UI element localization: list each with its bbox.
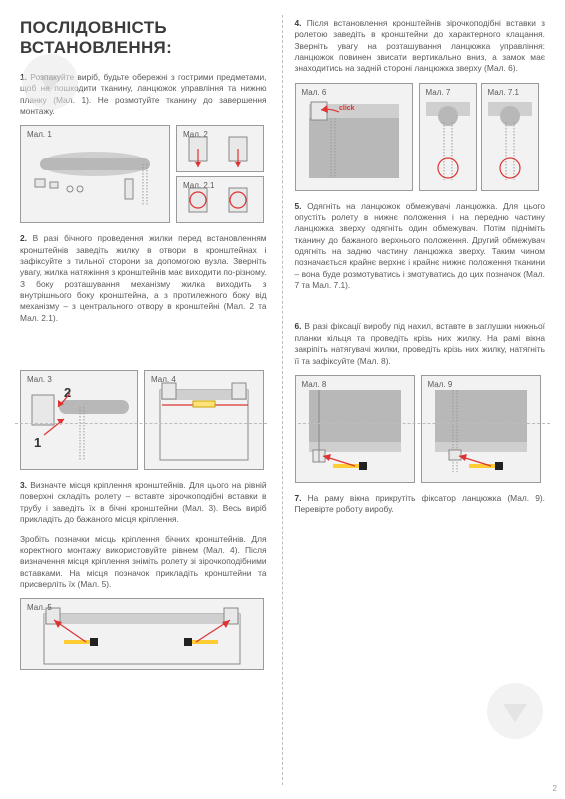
figure-2-label: Мал. 2 [183, 130, 208, 139]
svg-text:2: 2 [64, 385, 71, 400]
step-5-text: 5. Одягніть на ланцюжок обмежувачі ланцю… [295, 201, 546, 292]
step-7-body: На раму вікна прикрутіть фіксатор ланцюж… [295, 493, 546, 514]
figure-8: Мал. 8 [295, 375, 415, 483]
page-number: 2 [553, 784, 557, 793]
figure-1: Мал. 1 [20, 125, 170, 223]
figure-6-svg: click [299, 88, 409, 186]
figure-4: Мал. 4 [144, 370, 264, 470]
step-2-text: 2. В разі бічного проведення жилки перед… [20, 233, 267, 324]
figure-7-svg [422, 88, 474, 186]
step-5-body: Одягніть на ланцюжок обмежувачі ланцюжка… [295, 201, 546, 290]
click-label: click [339, 105, 355, 112]
step-5-num: 5. [295, 201, 302, 211]
step-7-text: 7. На раму вікна прикрутіть фіксатор лан… [295, 493, 546, 516]
step-6-text: 6. В разі фіксації виробу під нахил, вст… [295, 321, 546, 366]
right-column: 4. Після встановлення кронштейнів зірочк… [283, 0, 565, 799]
svg-text:1: 1 [34, 435, 41, 450]
figure-9: Мал. 9 [421, 375, 541, 483]
figure-1-label: Мал. 1 [27, 130, 52, 139]
figure-9-label: Мал. 9 [428, 380, 453, 389]
figure-6: Мал. 6 click [295, 83, 413, 191]
page-title: ПОСЛІДОВНІСТЬ ВСТАНОВЛЕННЯ: [20, 18, 267, 58]
figure-7: Мал. 7 [419, 83, 477, 191]
figure-4-label: Мал. 4 [151, 375, 176, 384]
figure-5-label: Мал. 5 [27, 603, 52, 612]
figure-4-svg [148, 375, 260, 465]
left-column: ПОСЛІДОВНІСТЬ ВСТАНОВЛЕННЯ: 1. Розпакуйт… [0, 0, 283, 799]
step-2-num: 2. [20, 233, 27, 243]
fig-col-2: Мал. 2 Мал. 2.1 [176, 125, 264, 223]
figure-3-svg: 1 2 [24, 375, 134, 465]
horizontal-divider-right [298, 423, 550, 424]
figure-5-svg [24, 602, 260, 666]
figure-1-svg [25, 134, 165, 214]
step-6-num: 6. [295, 321, 302, 331]
fig-col-7: Мал. 7 Мал. 7.1 [419, 83, 539, 191]
figure-3: Мал. 3 1 2 [20, 370, 138, 470]
vertical-divider [282, 15, 283, 785]
step-3a-body: Визначте місця кріплення кронштейнів. Дл… [20, 480, 267, 524]
figure-3-label: Мал. 3 [27, 375, 52, 384]
figure-8-svg [299, 380, 411, 478]
figure-2: Мал. 2 [176, 125, 264, 172]
step-2-body: В разі бічного проведення жилки перед вс… [20, 233, 267, 322]
figure-7-label: Мал. 7 [426, 88, 451, 97]
watermark-icon [22, 54, 78, 110]
fig-row-4: Мал. 6 click Мал. 7 [295, 83, 546, 191]
figure-9-svg [425, 380, 537, 478]
horizontal-divider-left [15, 423, 267, 424]
step-3a-text: 3. Визначте місця кріплення кронштейнів.… [20, 480, 267, 525]
figure-7-1-label: Мал. 7.1 [488, 88, 519, 97]
step-3b-text: Зробіть позначки місць кріплення бічних … [20, 534, 267, 591]
fig-row-5: Мал. 8 Мал. 9 [295, 375, 546, 483]
figure-7-1: Мал. 7.1 [481, 83, 539, 191]
step-6-body: В разі фіксації виробу під нахил, вставт… [295, 321, 546, 365]
fig-row-2: Мал. 3 1 2 Мал. 4 [20, 370, 267, 470]
figure-5: Мал. 5 [20, 598, 264, 670]
fig-row-1: Мал. 1 Мал. 2 [20, 125, 267, 223]
figure-8-label: Мал. 8 [302, 380, 327, 389]
step-3-num: 3. [20, 480, 27, 490]
fig-row-3: Мал. 5 [20, 598, 267, 670]
step-4-num: 4. [295, 18, 302, 28]
figure-6-label: Мал. 6 [302, 88, 327, 97]
figure-2-1: Мал. 2.1 [176, 176, 264, 223]
step-4-text: 4. Після встановлення кронштейнів зірочк… [295, 18, 546, 75]
step-7-num: 7. [295, 493, 302, 503]
figure-2-1-label: Мал. 2.1 [183, 181, 214, 190]
step-4-body: Після встановлення кронштейнів зірочкопо… [295, 18, 546, 73]
figure-7-1-svg [484, 88, 536, 186]
watermark-icon [487, 683, 543, 739]
